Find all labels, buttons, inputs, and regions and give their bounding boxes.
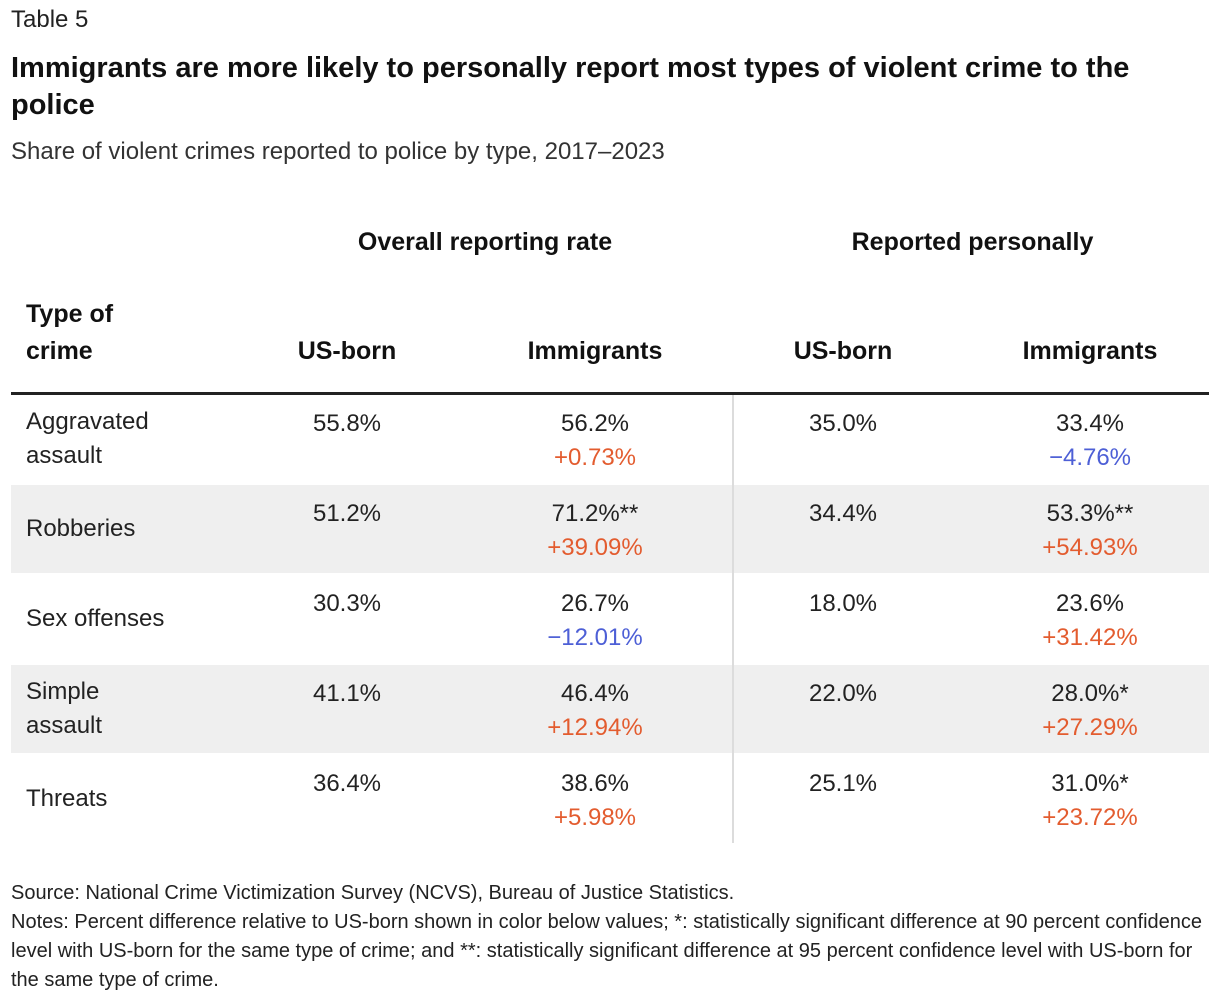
value-cell: 41.1% (272, 677, 422, 711)
percent-difference: −4.76% (1048, 444, 1132, 471)
source-note: Source: National Crime Victimization Sur… (11, 882, 735, 904)
table-row: Robberies 51.2% 71.2%** +39.09% 34.4% 53.3%**… (11, 485, 1209, 573)
rate-value: 26.7% (560, 590, 630, 617)
group-header-personal: Reported personally (851, 228, 1094, 256)
column-group-divider (732, 395, 734, 843)
chart-subtitle: Share of violent crimes reported to poli… (11, 138, 665, 165)
column-header-immigrants-overall: Immigrants (527, 337, 663, 365)
column-header-immigrants-personal: Immigrants (1022, 337, 1158, 365)
rate-value: 53.3%** (1046, 500, 1134, 527)
value-cell: 38.6% +5.98% (505, 767, 685, 835)
percent-difference: +54.93% (1042, 534, 1138, 561)
value-cell: 33.4% −4.76% (1000, 407, 1180, 475)
column-header-us-born-personal: US-born (793, 337, 893, 365)
value-cell: 56.2% +0.73% (505, 407, 685, 475)
rate-value: 25.1% (808, 770, 878, 797)
rate-value: 56.2% (560, 410, 630, 437)
group-header-overall: Overall reporting rate (357, 228, 613, 256)
rate-value: 41.1% (312, 680, 382, 707)
percent-difference: +27.29% (1042, 714, 1138, 741)
rate-value: 55.8% (312, 410, 382, 437)
value-cell: 35.0% (768, 407, 918, 441)
rate-value: 46.4% (560, 680, 630, 707)
table-row: Simple assault 41.1% 46.4% +12.94% 22.0% 28.0… (11, 665, 1209, 753)
percent-difference: +12.94% (547, 714, 643, 741)
crime-type-label: Robberies (26, 515, 136, 542)
crime-type-label: Aggravated assault (26, 408, 149, 469)
table-label: Table 5 (11, 6, 89, 33)
value-cell: 71.2%** +39.09% (505, 497, 685, 565)
value-cell: 18.0% (768, 587, 918, 621)
percent-difference: +5.98% (553, 804, 637, 831)
table-row: Threats 36.4% 38.6% +5.98% 25.1% 31.0%* +23.72… (11, 755, 1209, 843)
rate-value: 30.3% (312, 590, 382, 617)
table-row: Sex offenses 30.3% 26.7% −12.01% 18.0% 23.6% +… (11, 575, 1209, 663)
value-cell: 53.3%** +54.93% (1000, 497, 1180, 565)
rate-value: 71.2%** (551, 500, 639, 527)
rate-value: 34.4% (808, 500, 878, 527)
rate-value: 22.0% (808, 680, 878, 707)
value-cell: 23.6% +31.42% (1000, 587, 1180, 655)
rate-value: 51.2% (312, 500, 382, 527)
value-cell: 30.3% (272, 587, 422, 621)
rate-value: 33.4% (1055, 410, 1125, 437)
crime-type-label: Simple assault (26, 678, 103, 739)
footnote: Notes: Percent difference relative to US… (11, 911, 1203, 991)
crime-type-label: Sex offenses (26, 605, 165, 632)
rate-value: 28.0%* (1051, 680, 1129, 707)
value-cell: 34.4% (768, 497, 918, 531)
crime-type-label: Threats (26, 785, 108, 812)
percent-difference: +23.72% (1042, 804, 1138, 831)
rate-value: 38.6% (560, 770, 630, 797)
value-cell: 25.1% (768, 767, 918, 801)
percent-difference: +31.42% (1042, 624, 1138, 651)
chart-title: Immigrants are more likely to personally… (11, 52, 1130, 121)
rate-value: 18.0% (808, 590, 878, 617)
header-rule (11, 392, 1209, 395)
value-cell: 26.7% −12.01% (505, 587, 685, 655)
table-row: Aggravated assault 55.8% 56.2% +0.73% 35.0% 3… (11, 395, 1209, 483)
notes-block: Source: National Crime Victimization Sur… (11, 879, 1211, 995)
percent-difference: −12.01% (547, 624, 643, 651)
column-header-type: Type of crime (26, 300, 114, 365)
value-cell: 51.2% (272, 497, 422, 531)
value-cell: 22.0% (768, 677, 918, 711)
percent-difference: +39.09% (547, 534, 643, 561)
value-cell: 31.0%* +23.72% (1000, 767, 1180, 835)
rate-value: 31.0%* (1051, 770, 1129, 797)
value-cell: 46.4% +12.94% (505, 677, 685, 745)
rate-value: 35.0% (808, 410, 878, 437)
value-cell: 36.4% (272, 767, 422, 801)
percent-difference: +0.73% (553, 444, 637, 471)
rate-value: 23.6% (1055, 590, 1125, 617)
rate-value: 36.4% (312, 770, 382, 797)
value-cell: 55.8% (272, 407, 422, 441)
value-cell: 28.0%* +27.29% (1000, 677, 1180, 745)
column-header-us-born-overall: US-born (297, 337, 397, 365)
